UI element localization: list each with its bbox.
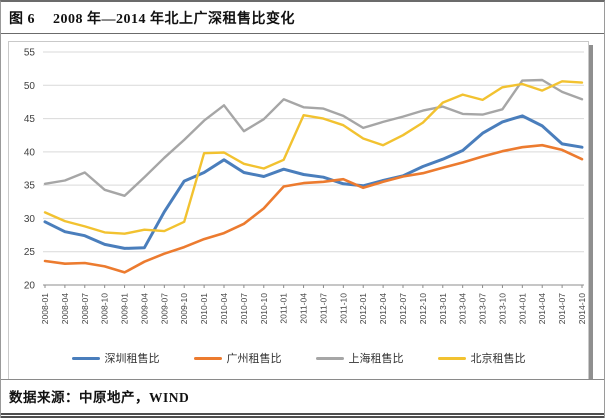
legend-item: 北京租售比 (437, 350, 526, 366)
series-line-上海租售比 (43, 78, 584, 198)
x-axis-tick-label: 2014-07 (557, 293, 567, 324)
x-axis-tick-label: 2009-01 (120, 293, 130, 324)
y-axis-tick-label: 20 (24, 281, 36, 292)
x-axis-tick-label: 2009-10 (179, 293, 189, 324)
x-axis-tick-label: 2010-04 (219, 293, 229, 324)
y-axis-tick-label: 40 (24, 147, 36, 158)
y-axis-tick-label: 55 (24, 48, 36, 59)
legend-line-swatch (193, 356, 222, 360)
x-axis-tick-label: 2014-01 (517, 293, 527, 324)
x-axis-tick-label: 2008-01 (40, 293, 50, 324)
figure-label: 图 6 (9, 12, 35, 27)
legend-line-swatch (315, 356, 344, 360)
legend-line-swatch (71, 356, 100, 360)
legend-item: 广州租售比 (193, 350, 282, 366)
x-axis-tick-label: 2014-10 (577, 293, 587, 324)
x-axis-tick-label: 2013-10 (497, 293, 507, 324)
x-axis-tick-label: 2010-10 (259, 293, 269, 324)
x-axis-tick-label: 2010-01 (199, 293, 209, 324)
x-axis-tick-label: 2012-01 (358, 293, 368, 324)
y-axis-tick-label: 35 (24, 181, 36, 192)
x-axis-tick-label: 2008-10 (100, 293, 110, 324)
x-axis-tick-label: 2012-10 (418, 293, 428, 324)
y-axis-tick-label: 50 (24, 81, 36, 92)
x-axis-tick-label: 2010-07 (239, 293, 249, 324)
y-axis-tick-label: 45 (24, 114, 36, 125)
x-axis-tick-label: 2011-04 (299, 293, 309, 324)
legend-label: 上海租售比 (348, 353, 404, 365)
x-axis-tick-label: 2009-07 (159, 293, 169, 324)
figure-title: 2008 年—2014 年北上广深租售比变化 (53, 12, 295, 27)
line-chart: 20 25 30 35 40 45 50 55 2008-01 2008-04 2008-07 200… (24, 48, 587, 325)
x-axis-tick-label: 2012-04 (378, 293, 388, 324)
x-axis-tick-label: 2013-04 (458, 293, 468, 324)
x-axis-tick-label: 2008-07 (80, 293, 90, 324)
x-axis-tick-label: 2013-01 (438, 293, 448, 324)
x-axis-tick-label: 2014-04 (537, 293, 547, 324)
y-axis-tick-label: 30 (24, 214, 36, 225)
y-axis-tick-label: 25 (24, 247, 36, 258)
chart-legend: 深圳租售比 广州租售比 上海租售比 北京租售比 (9, 350, 588, 366)
legend-label: 北京租售比 (470, 353, 526, 365)
x-axis-tick-label: 2008-04 (60, 293, 70, 324)
chart-container: 20 25 30 35 40 45 50 55 2008-01 2008-04 2008-07 200… (8, 41, 589, 381)
x-axis-tick-label: 2009-04 (139, 293, 149, 324)
x-axis-tick-label: 2013-07 (478, 293, 488, 324)
data-source: 数据来源：中原地产，WIND (1, 379, 604, 418)
x-axis-tick-label: 2011-01 (279, 293, 289, 324)
legend-label: 深圳租售比 (104, 353, 160, 365)
series-line-北京租售比 (43, 80, 584, 235)
x-axis-tick-label: 2011-07 (318, 293, 328, 324)
legend-item: 上海租售比 (315, 350, 404, 366)
figure-title-bar: 图 6 2008 年—2014 年北上广深租售比变化 (1, 2, 604, 34)
x-axis-tick-label: 2011-10 (338, 293, 348, 324)
legend-line-swatch (437, 356, 466, 360)
legend-item: 深圳租售比 (71, 350, 160, 366)
series-line-深圳租售比 (43, 114, 584, 250)
x-axis-tick-label: 2012-07 (398, 293, 408, 324)
series-line-广州租售比 (43, 143, 584, 274)
legend-label: 广州租售比 (226, 353, 282, 365)
